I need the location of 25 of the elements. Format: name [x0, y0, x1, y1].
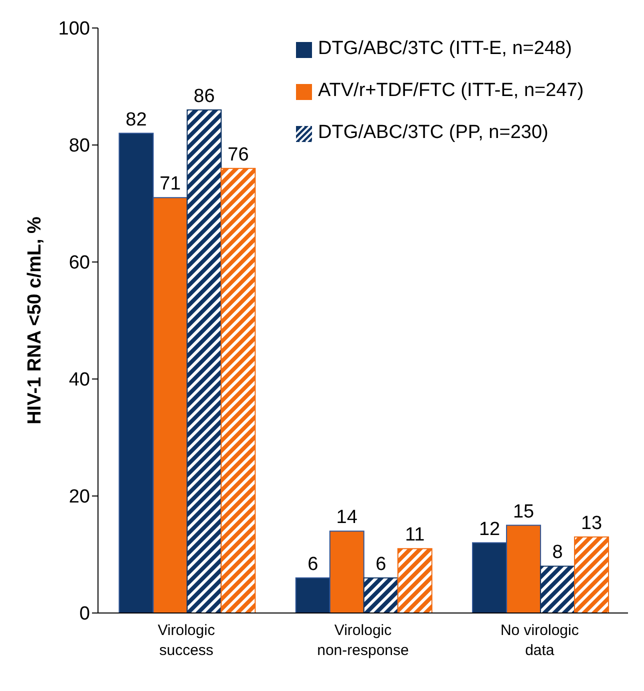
x-tick-label: No virologic data [500, 622, 580, 659]
data-label: 12 [478, 518, 500, 540]
data-label: 14 [336, 507, 358, 528]
data-label: 15 [512, 501, 534, 522]
legend-label: ATV/r+TDF/FTC (ITT-E, n=247) [318, 80, 584, 102]
y-tick-label: 20 [68, 486, 90, 508]
y-tick-label: 40 [68, 370, 90, 391]
data-label: 86 [194, 86, 215, 107]
x-tick-label: Virologic non-response [317, 622, 409, 659]
y-tick-label: 100 [58, 18, 90, 40]
y-axis-title: HIV-1 RNA <50 c/mL, % [24, 216, 46, 424]
data-label: 6 [376, 554, 386, 575]
data-label: 71 [160, 174, 181, 195]
y-tick-label: 0 [79, 604, 90, 625]
y-tick-label: 80 [68, 136, 90, 157]
x-tick-label: Virologic success [158, 622, 216, 659]
data-label: 11 [405, 524, 425, 546]
data-label: 76 [228, 144, 249, 166]
data-label: 13 [580, 512, 602, 534]
data-label: 6 [308, 554, 318, 575]
data-label: 8 [552, 542, 563, 564]
data-label: 82 [126, 109, 147, 130]
legend-label: DTG/ABC/3TC (PP, n=230) [318, 122, 548, 144]
legend-label: DTG/ABC/3TC (ITT-E, n=248) [318, 38, 572, 60]
y-tick-label: 60 [68, 252, 90, 274]
